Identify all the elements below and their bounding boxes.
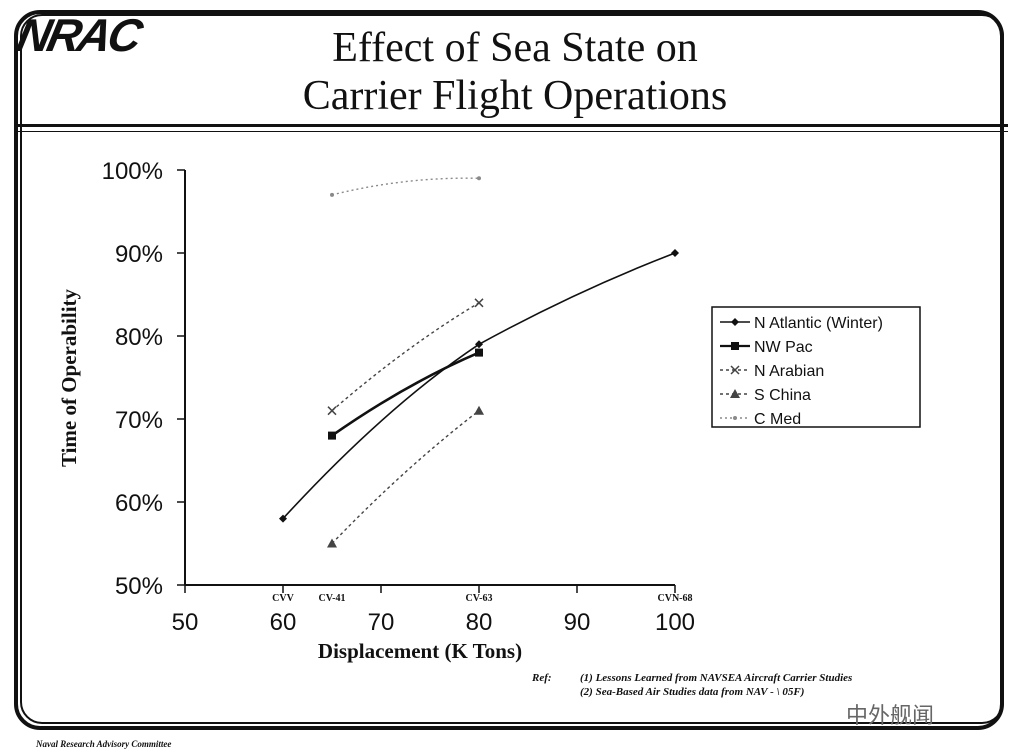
- series-line-4: [331, 177, 480, 196]
- x-tick-label: 50: [172, 609, 199, 636]
- legend-marker: [733, 416, 737, 420]
- legend-label: N Atlantic (Winter): [754, 315, 883, 332]
- legend-label: NW Pac: [754, 339, 813, 356]
- ship-class-label: CV-41: [318, 593, 345, 604]
- data-point-2: [474, 298, 484, 308]
- y-tick-label: 100%: [102, 158, 163, 185]
- y-tick-label: 90%: [115, 241, 163, 268]
- y-axis-label: Time of Operability: [57, 288, 81, 467]
- ship-class-label: CV-63: [465, 593, 492, 604]
- data-point-0: [475, 340, 483, 349]
- legend-label: S China: [754, 387, 811, 404]
- title-line-2: Carrier Flight Operations: [302, 73, 728, 119]
- x-axis-label: Displacement (K Tons): [318, 639, 522, 663]
- x-tick-label: 100: [655, 609, 695, 636]
- data-point-3: [327, 538, 337, 548]
- data-point-3: [474, 405, 484, 415]
- header-rule-thin: [14, 131, 1008, 132]
- legend-marker: [730, 389, 740, 398]
- y-tick-label: 80%: [115, 324, 163, 351]
- data-point-4: [330, 192, 334, 197]
- reference-2: (2) Sea-Based Air Studies data from NAV …: [580, 686, 805, 698]
- data-point-0: [671, 249, 679, 257]
- series-line-2: [331, 302, 480, 412]
- legend-marker: [731, 342, 739, 350]
- legend-marker: [730, 365, 740, 375]
- legend-box: [711, 306, 921, 428]
- legend-label: C Med: [754, 411, 801, 428]
- series-line-1: [331, 351, 480, 437]
- data-point-0: [279, 514, 287, 523]
- x-tick-label: 70: [368, 609, 395, 636]
- legend-marker: [731, 318, 739, 326]
- legend-label: N Arabian: [754, 363, 824, 380]
- ship-class-label: CVN-68: [658, 593, 693, 604]
- title-line-1: Effect of Sea State on: [332, 25, 698, 71]
- series-line-0: [282, 252, 676, 520]
- x-tick-label: 80: [466, 609, 493, 636]
- watermark: 中外舰闻: [846, 704, 935, 729]
- footer-organization: Naval Research Advisory Committee: [36, 739, 172, 749]
- x-tick-label: 60: [270, 609, 297, 636]
- data-point-4: [477, 176, 481, 181]
- series-line-3: [331, 410, 480, 544]
- reference-1: (1) Lessons Learned from NAVSEA Aircraft…: [580, 672, 853, 684]
- y-tick-label: 70%: [115, 407, 163, 434]
- data-point-1: [328, 431, 336, 440]
- references-label: Ref:: [532, 672, 552, 684]
- x-tick-label: 90: [564, 609, 591, 636]
- header-rule: [14, 124, 1008, 127]
- page-title: Effect of Sea State on Carrier Flight Op…: [170, 24, 860, 120]
- y-tick-label: 50%: [115, 573, 163, 600]
- ship-class-label: CVV: [272, 593, 294, 604]
- data-point-1: [475, 348, 483, 357]
- data-point-2: [327, 406, 337, 416]
- slide-frame-inner: [20, 14, 1004, 724]
- y-tick-label: 60%: [115, 490, 163, 517]
